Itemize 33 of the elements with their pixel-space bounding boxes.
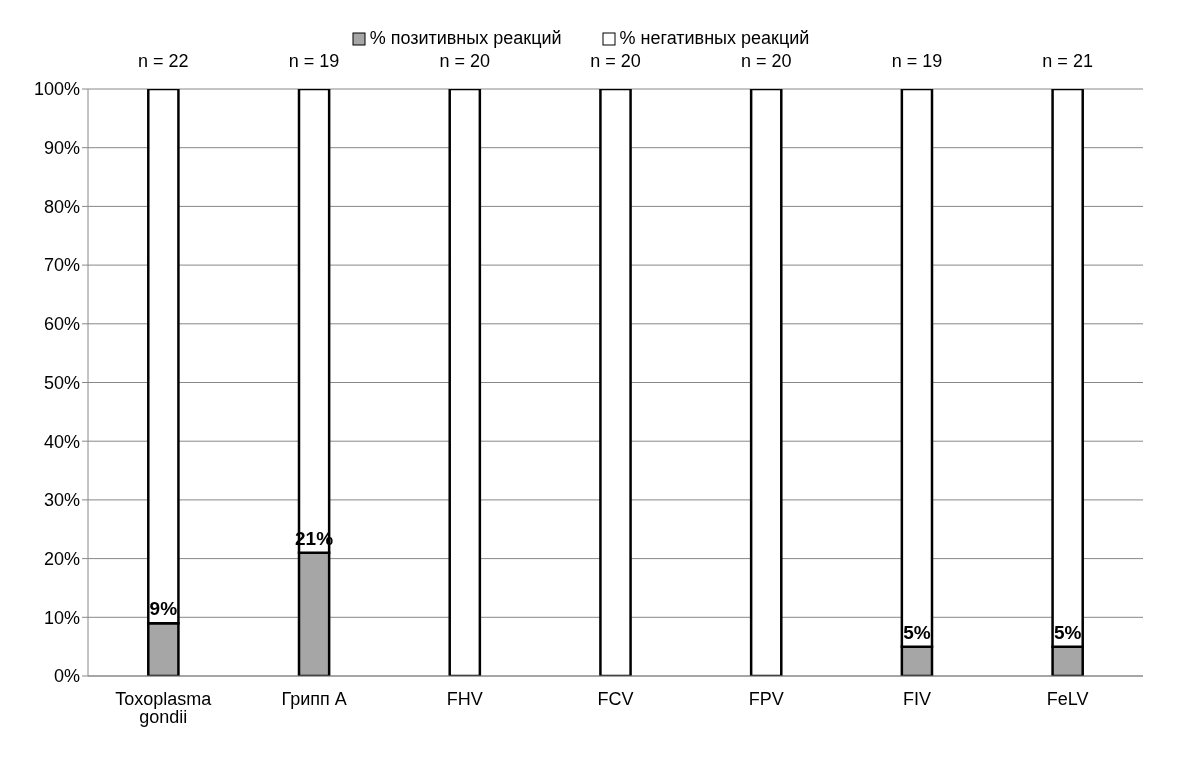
x-tick-label: FeLV: [1046, 688, 1089, 709]
y-tick-label: 100%: [33, 79, 80, 100]
x-tick-label: FPV: [748, 688, 784, 709]
y-tick-label: 90%: [43, 138, 80, 159]
y-tick-label: 80%: [43, 196, 80, 217]
data-label: 5%: [903, 621, 931, 643]
annotation: n = 19: [288, 51, 340, 71]
legend-label: % негативных реакций: [618, 28, 810, 49]
y-tick-label: 30%: [43, 490, 80, 511]
legend-label: % позитивных реакций: [368, 28, 562, 49]
x-tick-label: Toxoplasma gondii: [115, 688, 213, 727]
y-tick-label: 20%: [43, 548, 80, 569]
annotation: n = 20: [439, 51, 491, 71]
annotation: n = 21: [1042, 51, 1093, 71]
y-tick-label: 50%: [43, 372, 80, 393]
x-tick-label: Грипп А: [281, 688, 347, 709]
bar: [749, 89, 783, 676]
annotation: n = 20: [740, 51, 792, 71]
y-tick-label: 10%: [43, 607, 80, 628]
annotation: n = 22: [138, 51, 189, 71]
annotation: n = 20: [590, 51, 641, 71]
y-tick-label: 70%: [43, 255, 80, 276]
x-tick-label: FCV: [597, 688, 634, 709]
data-label: 9%: [149, 598, 178, 620]
annotation: n = 19: [891, 51, 943, 71]
y-tick-label: 60%: [43, 314, 80, 335]
bar: [448, 89, 482, 676]
data-label: 5%: [1053, 621, 1082, 643]
bar: [599, 89, 632, 676]
y-tick-label: 0%: [53, 666, 80, 687]
x-tick-label: FIV: [902, 688, 931, 709]
x-tick-label: FHV: [446, 688, 483, 709]
y-tick-label: 40%: [43, 431, 80, 452]
